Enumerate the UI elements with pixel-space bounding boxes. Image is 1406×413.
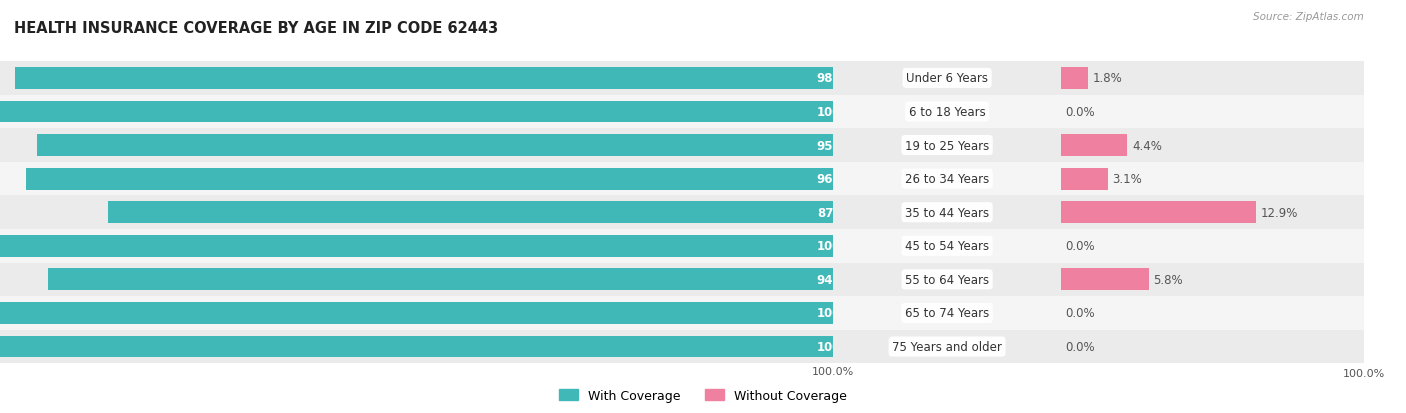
Text: Under 6 Years: Under 6 Years <box>905 72 988 85</box>
Bar <box>1060 230 1364 263</box>
Bar <box>1060 135 1128 157</box>
Text: 96.9%: 96.9% <box>817 173 858 186</box>
Text: 98.2%: 98.2% <box>817 72 858 85</box>
Bar <box>0 330 834 363</box>
Bar <box>0 95 834 129</box>
Text: Source: ZipAtlas.com: Source: ZipAtlas.com <box>1253 12 1364 22</box>
Text: 0.0%: 0.0% <box>1066 106 1095 119</box>
Bar <box>0 302 834 324</box>
Bar <box>0 62 834 95</box>
Text: 95.6%: 95.6% <box>817 139 858 152</box>
Bar <box>0 235 834 257</box>
Bar <box>0 129 834 162</box>
Text: 5.8%: 5.8% <box>1153 273 1182 286</box>
Bar <box>834 196 1060 230</box>
Text: 87.1%: 87.1% <box>817 206 858 219</box>
Bar <box>0 196 834 230</box>
Bar <box>1060 297 1364 330</box>
Bar <box>834 230 1060 263</box>
Text: 0.0%: 0.0% <box>1066 307 1095 320</box>
Text: 100.0%: 100.0% <box>817 340 866 353</box>
Text: 75 Years and older: 75 Years and older <box>893 340 1002 353</box>
Text: 100.0%: 100.0% <box>817 106 866 119</box>
Bar <box>25 169 834 190</box>
Bar <box>1060 95 1364 129</box>
Bar <box>834 129 1060 162</box>
Bar <box>1060 330 1364 363</box>
Legend: With Coverage, Without Coverage: With Coverage, Without Coverage <box>554 384 852 407</box>
Text: 12.9%: 12.9% <box>1261 206 1298 219</box>
Bar <box>15 68 834 90</box>
Bar <box>48 269 834 291</box>
Bar <box>0 297 834 330</box>
Bar <box>834 297 1060 330</box>
Bar <box>0 263 834 297</box>
Bar <box>0 101 834 123</box>
Text: 19 to 25 Years: 19 to 25 Years <box>905 139 990 152</box>
Text: 55 to 64 Years: 55 to 64 Years <box>905 273 990 286</box>
Text: 94.2%: 94.2% <box>817 273 858 286</box>
Bar <box>834 95 1060 129</box>
Text: 3.1%: 3.1% <box>1112 173 1142 186</box>
Bar <box>0 336 834 358</box>
Text: 1.8%: 1.8% <box>1092 72 1122 85</box>
Text: 4.4%: 4.4% <box>1132 139 1161 152</box>
Text: HEALTH INSURANCE COVERAGE BY AGE IN ZIP CODE 62443: HEALTH INSURANCE COVERAGE BY AGE IN ZIP … <box>14 21 498 36</box>
Text: 6 to 18 Years: 6 to 18 Years <box>908 106 986 119</box>
Bar <box>1060 68 1088 90</box>
Text: 0.0%: 0.0% <box>1066 340 1095 353</box>
Text: 26 to 34 Years: 26 to 34 Years <box>905 173 990 186</box>
Bar <box>1060 129 1364 162</box>
Bar <box>834 62 1060 95</box>
Bar <box>1060 263 1364 297</box>
Text: 65 to 74 Years: 65 to 74 Years <box>905 307 990 320</box>
Bar <box>1060 169 1108 190</box>
Bar <box>1060 162 1364 196</box>
Text: 100.0%: 100.0% <box>817 307 866 320</box>
Bar <box>834 162 1060 196</box>
Bar <box>834 263 1060 297</box>
Text: 45 to 54 Years: 45 to 54 Years <box>905 240 990 253</box>
Bar <box>834 330 1060 363</box>
Bar <box>37 135 834 157</box>
Bar <box>1060 196 1364 230</box>
Bar <box>1060 62 1364 95</box>
Bar <box>0 230 834 263</box>
Text: 35 to 44 Years: 35 to 44 Years <box>905 206 990 219</box>
Bar <box>1060 269 1149 291</box>
Text: 100.0%: 100.0% <box>817 240 866 253</box>
Text: 0.0%: 0.0% <box>1066 240 1095 253</box>
Bar <box>107 202 834 223</box>
Bar <box>1060 202 1256 223</box>
Bar <box>0 162 834 196</box>
